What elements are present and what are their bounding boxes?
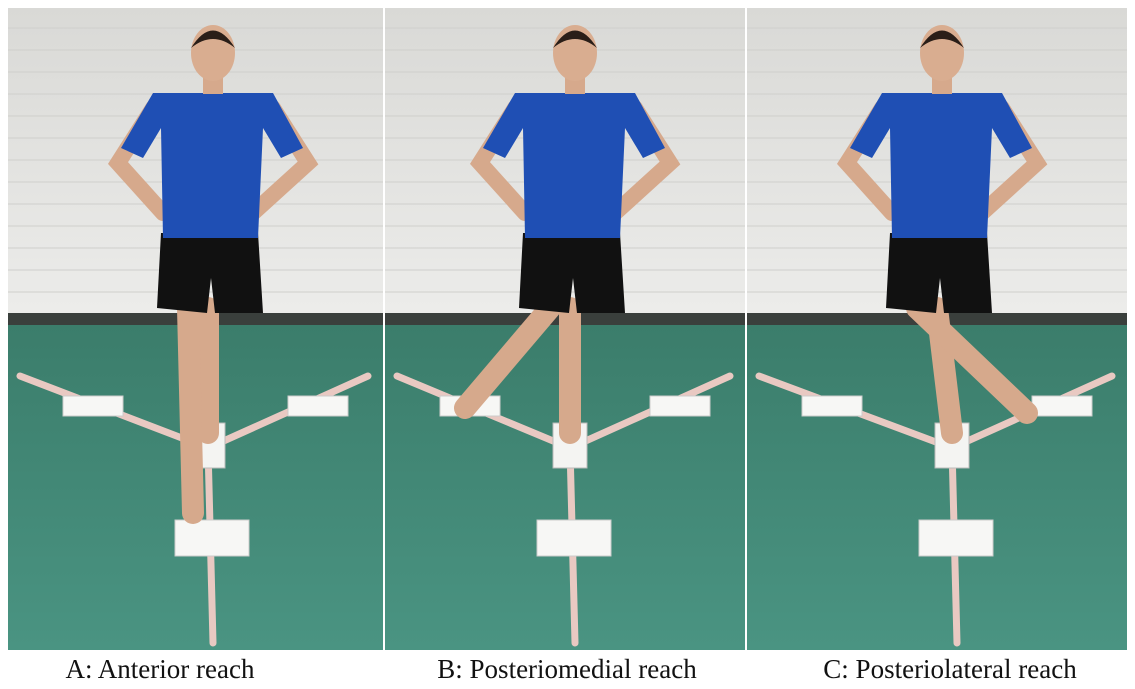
shorts <box>157 233 263 313</box>
photo-panels <box>8 8 1127 650</box>
reach-block <box>62 395 124 417</box>
hair <box>191 30 235 48</box>
reach-block <box>536 519 612 557</box>
leg <box>177 297 204 524</box>
photo <box>8 8 383 650</box>
leg <box>454 297 561 419</box>
shirt <box>850 93 1032 238</box>
leg <box>906 297 1038 424</box>
shorts <box>886 233 992 313</box>
reach-block <box>287 395 349 417</box>
hair <box>553 30 597 48</box>
shirt <box>483 93 665 238</box>
reach-block <box>1031 395 1093 417</box>
reach-block <box>918 519 994 557</box>
reach-block <box>801 395 863 417</box>
photo <box>385 8 745 650</box>
shirt <box>121 93 303 238</box>
hair <box>920 30 964 48</box>
shorts <box>519 233 625 313</box>
caption: B: Posteriomedial reach <box>437 654 697 684</box>
caption: C: Posteriolateral reach <box>823 654 1077 684</box>
caption: A: Anterior reach <box>66 654 255 684</box>
reach-block <box>649 395 711 417</box>
reach-block <box>174 519 250 557</box>
photo <box>747 8 1127 650</box>
